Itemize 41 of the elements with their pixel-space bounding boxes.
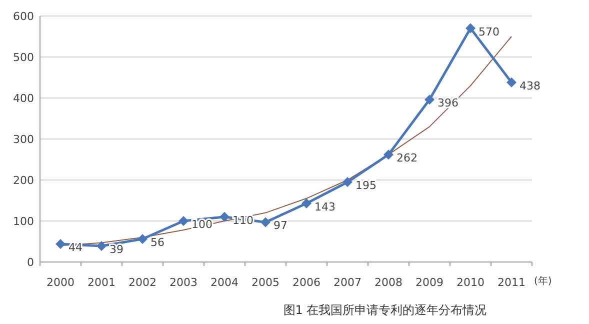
point	[178, 216, 188, 226]
y-tick-label: 100	[13, 215, 34, 228]
data-label: 39	[110, 243, 124, 256]
x-tick-label: 2010	[456, 276, 484, 289]
caption: 图1 在我国所申请专利的逐年分布情况	[283, 303, 487, 317]
x-tick-label: 2007	[334, 276, 362, 289]
x-tick-label: 2001	[88, 276, 116, 289]
data-label: 262	[396, 152, 418, 165]
x-tick-label: 2002	[128, 276, 156, 289]
x-tick-label: 2003	[170, 276, 198, 289]
data-label: 438	[520, 79, 540, 92]
data-label: 143	[314, 200, 336, 214]
x-tick-label: 2004	[210, 276, 238, 289]
data-label: 56	[150, 236, 164, 250]
y-tick-label: 200	[13, 174, 34, 187]
point	[260, 217, 270, 228]
x-tick-label: 2008	[374, 276, 402, 289]
point	[506, 77, 516, 88]
point	[424, 94, 434, 105]
point	[466, 23, 476, 34]
x-tick-label: 2006	[292, 276, 320, 289]
point	[96, 241, 106, 252]
y-tick-label: 300	[13, 133, 34, 146]
point	[220, 212, 230, 222]
y-tick-label: 500	[13, 51, 34, 64]
point	[342, 177, 352, 188]
point	[138, 234, 148, 244]
point	[302, 198, 312, 208]
data-label: 97	[274, 219, 288, 232]
x-axis-title: (年)	[534, 275, 552, 287]
x-tick-label: 2000	[46, 276, 74, 289]
x-tick-label: 2005	[252, 276, 280, 289]
x-tick-label: 2009	[416, 276, 444, 289]
point	[56, 238, 66, 249]
y-tick-label: 0	[27, 256, 34, 269]
x-tick-label: 2011	[498, 276, 526, 289]
point	[384, 150, 394, 160]
data-label: 570	[478, 25, 500, 38]
data-label: 195	[356, 179, 376, 192]
y-tick-label: 600	[13, 10, 34, 23]
y-tick-label: 400	[13, 92, 34, 105]
